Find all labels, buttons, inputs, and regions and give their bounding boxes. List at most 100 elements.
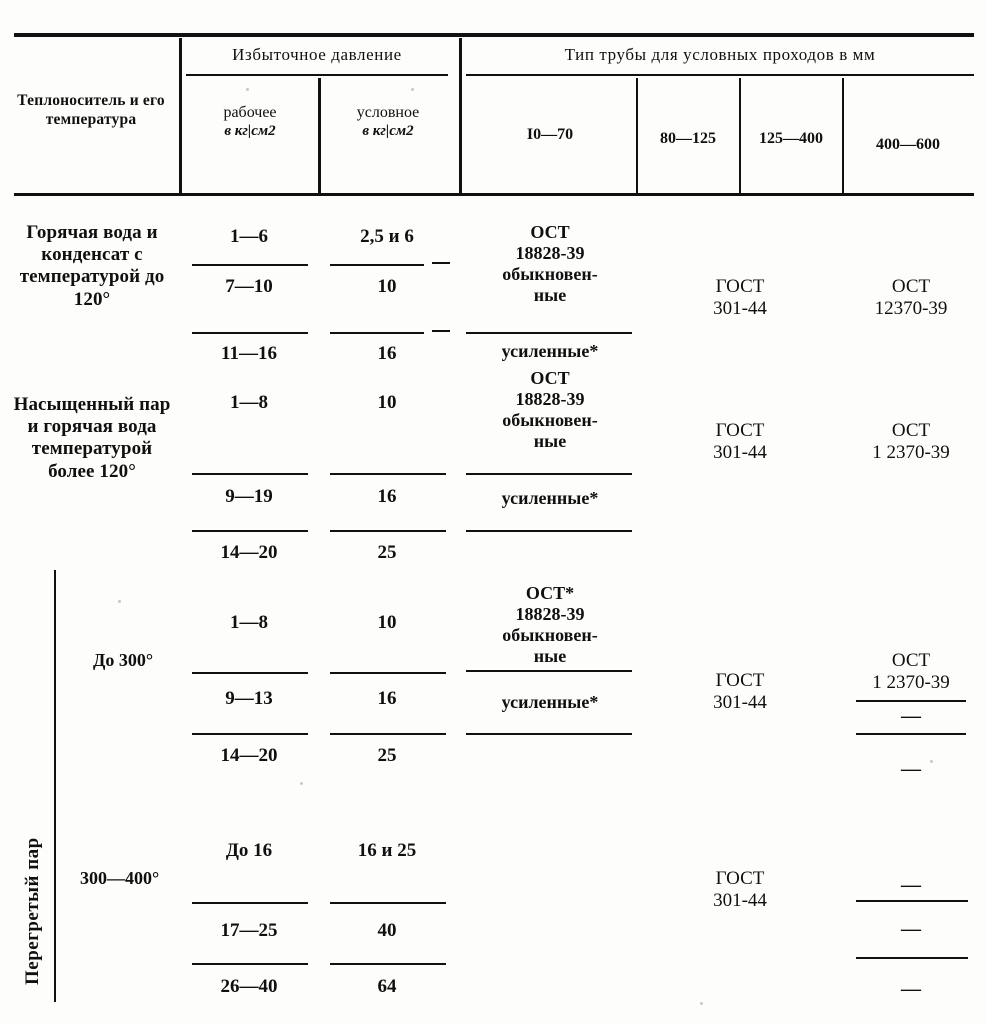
pipe-group-underline — [466, 74, 974, 76]
cell-nominal-g3r2: 16 — [377, 688, 397, 709]
scan-speck — [700, 1002, 703, 1005]
header-pressure-group: Избыточное давление — [232, 45, 402, 64]
cell-type-125-400-g3: ГОСТ 301-44 — [713, 670, 767, 714]
cell-nominal-g4r3: 64 — [377, 976, 397, 997]
cell-type-10-70-reinforced-g2: усиленные* — [501, 488, 599, 508]
cell-working-g3r1: 1—8 — [230, 612, 268, 633]
row-divider-g3r2-type — [466, 733, 632, 735]
row-divider-g1r2 — [192, 332, 308, 334]
superheated-steam-bracket — [54, 570, 56, 1002]
cell-type-400-600-g1: ОСТ 12370-39 — [874, 276, 948, 320]
row-divider-g2r2 — [192, 530, 308, 532]
row-divider-g3r2-nominal — [330, 733, 446, 735]
cell-working-g4r3: 26—40 — [220, 976, 278, 997]
cell-working-g1r1: 1—6 — [230, 226, 268, 247]
row-divider-g3-400-600-a — [856, 700, 966, 702]
cell-nominal-g1r3: 16 — [377, 343, 397, 364]
header-pipe-col-125-400: 125—400 — [759, 130, 823, 147]
header-nominal-pressure-unit: в кг|см2 — [362, 123, 414, 140]
pressure-pipe-divider — [459, 38, 462, 193]
table-top-border — [14, 33, 974, 37]
header-stub-label: Теплоноситель и его температура — [17, 92, 165, 128]
row-divider-g1r2-type — [466, 332, 632, 334]
pressure-group-underline — [186, 74, 448, 76]
row-divider-g4-400-600-b — [856, 957, 968, 959]
row-divider-g3r2 — [192, 733, 308, 735]
cell-working-g3r2: 9—13 — [225, 688, 273, 709]
row-divider-g1r1 — [192, 264, 308, 266]
group-sublabel-to-300: До 300° — [92, 650, 154, 670]
cell-working-g1r2: 7—10 — [225, 276, 273, 297]
row-divider-g3r1-nominal — [330, 672, 446, 674]
scan-speck — [246, 88, 249, 91]
pipe-col-divider-3 — [842, 78, 844, 193]
cell-nominal-g2r3: 25 — [377, 542, 397, 563]
cell-nominal-g4r2: 40 — [377, 920, 397, 941]
cell-nominal-g4r1: 16 и 25 — [357, 840, 417, 861]
cell-dash-g4-400-600-c: — — [901, 978, 921, 1000]
side-label-superheated-steam: Перегретый пар — [22, 837, 43, 985]
row-divider-g3r1-type — [466, 670, 632, 672]
cell-type-10-70-reinforced-g1: усиленные* — [501, 341, 599, 361]
cell-working-g2r2: 9—19 — [225, 486, 273, 507]
cell-nominal-g1r1: 2,5 и 6 — [360, 226, 414, 247]
row-divider-g1r1-nominal — [330, 264, 424, 266]
cell-working-g2r1: 1—8 — [230, 392, 268, 413]
header-nominal-pressure: условное в кг|см2 — [324, 103, 452, 140]
cell-type-10-70-g3: ОСТ* 18828-39 обыкновен- ные — [502, 583, 598, 666]
cell-nominal-g1r2: 10 — [377, 276, 397, 297]
group-sublabel-300-400: 300—400° — [80, 868, 160, 888]
cell-type-125-400-g4: ГОСТ 301-44 — [713, 868, 767, 912]
row-divider-g4-400-600-a — [856, 900, 968, 902]
row-divider-g2r2-type — [466, 530, 632, 532]
header-working-pressure-name: рабочее — [223, 104, 277, 121]
scan-speck — [300, 782, 303, 785]
cell-working-g4r1: До 16 — [225, 840, 273, 861]
cell-nominal-g2r1: 10 — [377, 392, 397, 413]
scan-speck — [118, 600, 121, 603]
header-body-divider — [14, 193, 974, 196]
header-pipe-col-10-70: I0—70 — [526, 126, 574, 143]
row-divider-g2r1-type — [466, 473, 632, 475]
cell-dash-g3-400-600-b: — — [901, 758, 921, 780]
pipe-col-divider-2 — [739, 78, 741, 193]
pipe-col-divider-1 — [636, 78, 638, 193]
cell-nominal-g2r2: 16 — [377, 486, 397, 507]
cell-working-g1r3: 11—16 — [221, 343, 277, 364]
row-divider-g3-400-600-b — [856, 733, 966, 735]
cell-type-10-70-reinforced-g3: усиленные* — [501, 692, 599, 712]
cell-type-400-600-g2: ОСТ 1 2370-39 — [872, 420, 950, 464]
cell-type-10-70-g1: ОСТ 18828-39 обыкновен- ные — [502, 222, 598, 305]
row-divider-g4r2 — [192, 963, 308, 965]
stub-column-divider — [179, 38, 182, 193]
cell-working-g2r3: 14—20 — [220, 542, 278, 563]
row-divider-g3r1 — [192, 672, 308, 674]
cell-working-g3r3: 14—20 — [220, 745, 278, 766]
row-divider-g2r2-nominal — [330, 530, 446, 532]
scan-speck — [930, 760, 933, 763]
group-label-hot-water: Горячая вода и конденсат с температурой … — [19, 222, 165, 310]
cell-dash-g4-400-600-a: — — [901, 874, 921, 896]
scan-speck — [411, 88, 414, 91]
row-divider-g2r1 — [192, 473, 308, 475]
cell-dash-g3-400-600-a: — — [901, 705, 921, 727]
row-divider-g2r1-nominal — [330, 473, 446, 475]
header-pipe-col-400-600: 400—600 — [876, 136, 940, 153]
row-divider-g1r2-nominal-tail — [432, 330, 450, 332]
header-working-pressure-unit: в кг|см2 — [224, 123, 276, 140]
header-pipe-col-80-125: 80—125 — [660, 130, 716, 147]
cell-type-125-400-g2: ГОСТ 301-44 — [713, 420, 767, 464]
cell-nominal-g3r1: 10 — [377, 612, 397, 633]
row-divider-g1r2-nominal — [330, 332, 424, 334]
cell-type-400-600-g3: ОСТ 1 2370-39 — [872, 650, 950, 694]
row-divider-g4r2-nominal — [330, 963, 446, 965]
cell-type-10-70-g2: ОСТ 18828-39 обыкновен- ные — [502, 368, 598, 451]
working-nominal-divider — [318, 78, 321, 193]
cell-nominal-g3r3: 25 — [377, 745, 397, 766]
cell-dash-g4-400-600-b: — — [901, 918, 921, 940]
row-divider-g4r1-nominal — [330, 902, 446, 904]
header-working-pressure: рабочее в кг|см2 — [186, 103, 314, 140]
group-label-saturated-steam: Насыщенный пар и горячая вода температур… — [13, 394, 171, 482]
